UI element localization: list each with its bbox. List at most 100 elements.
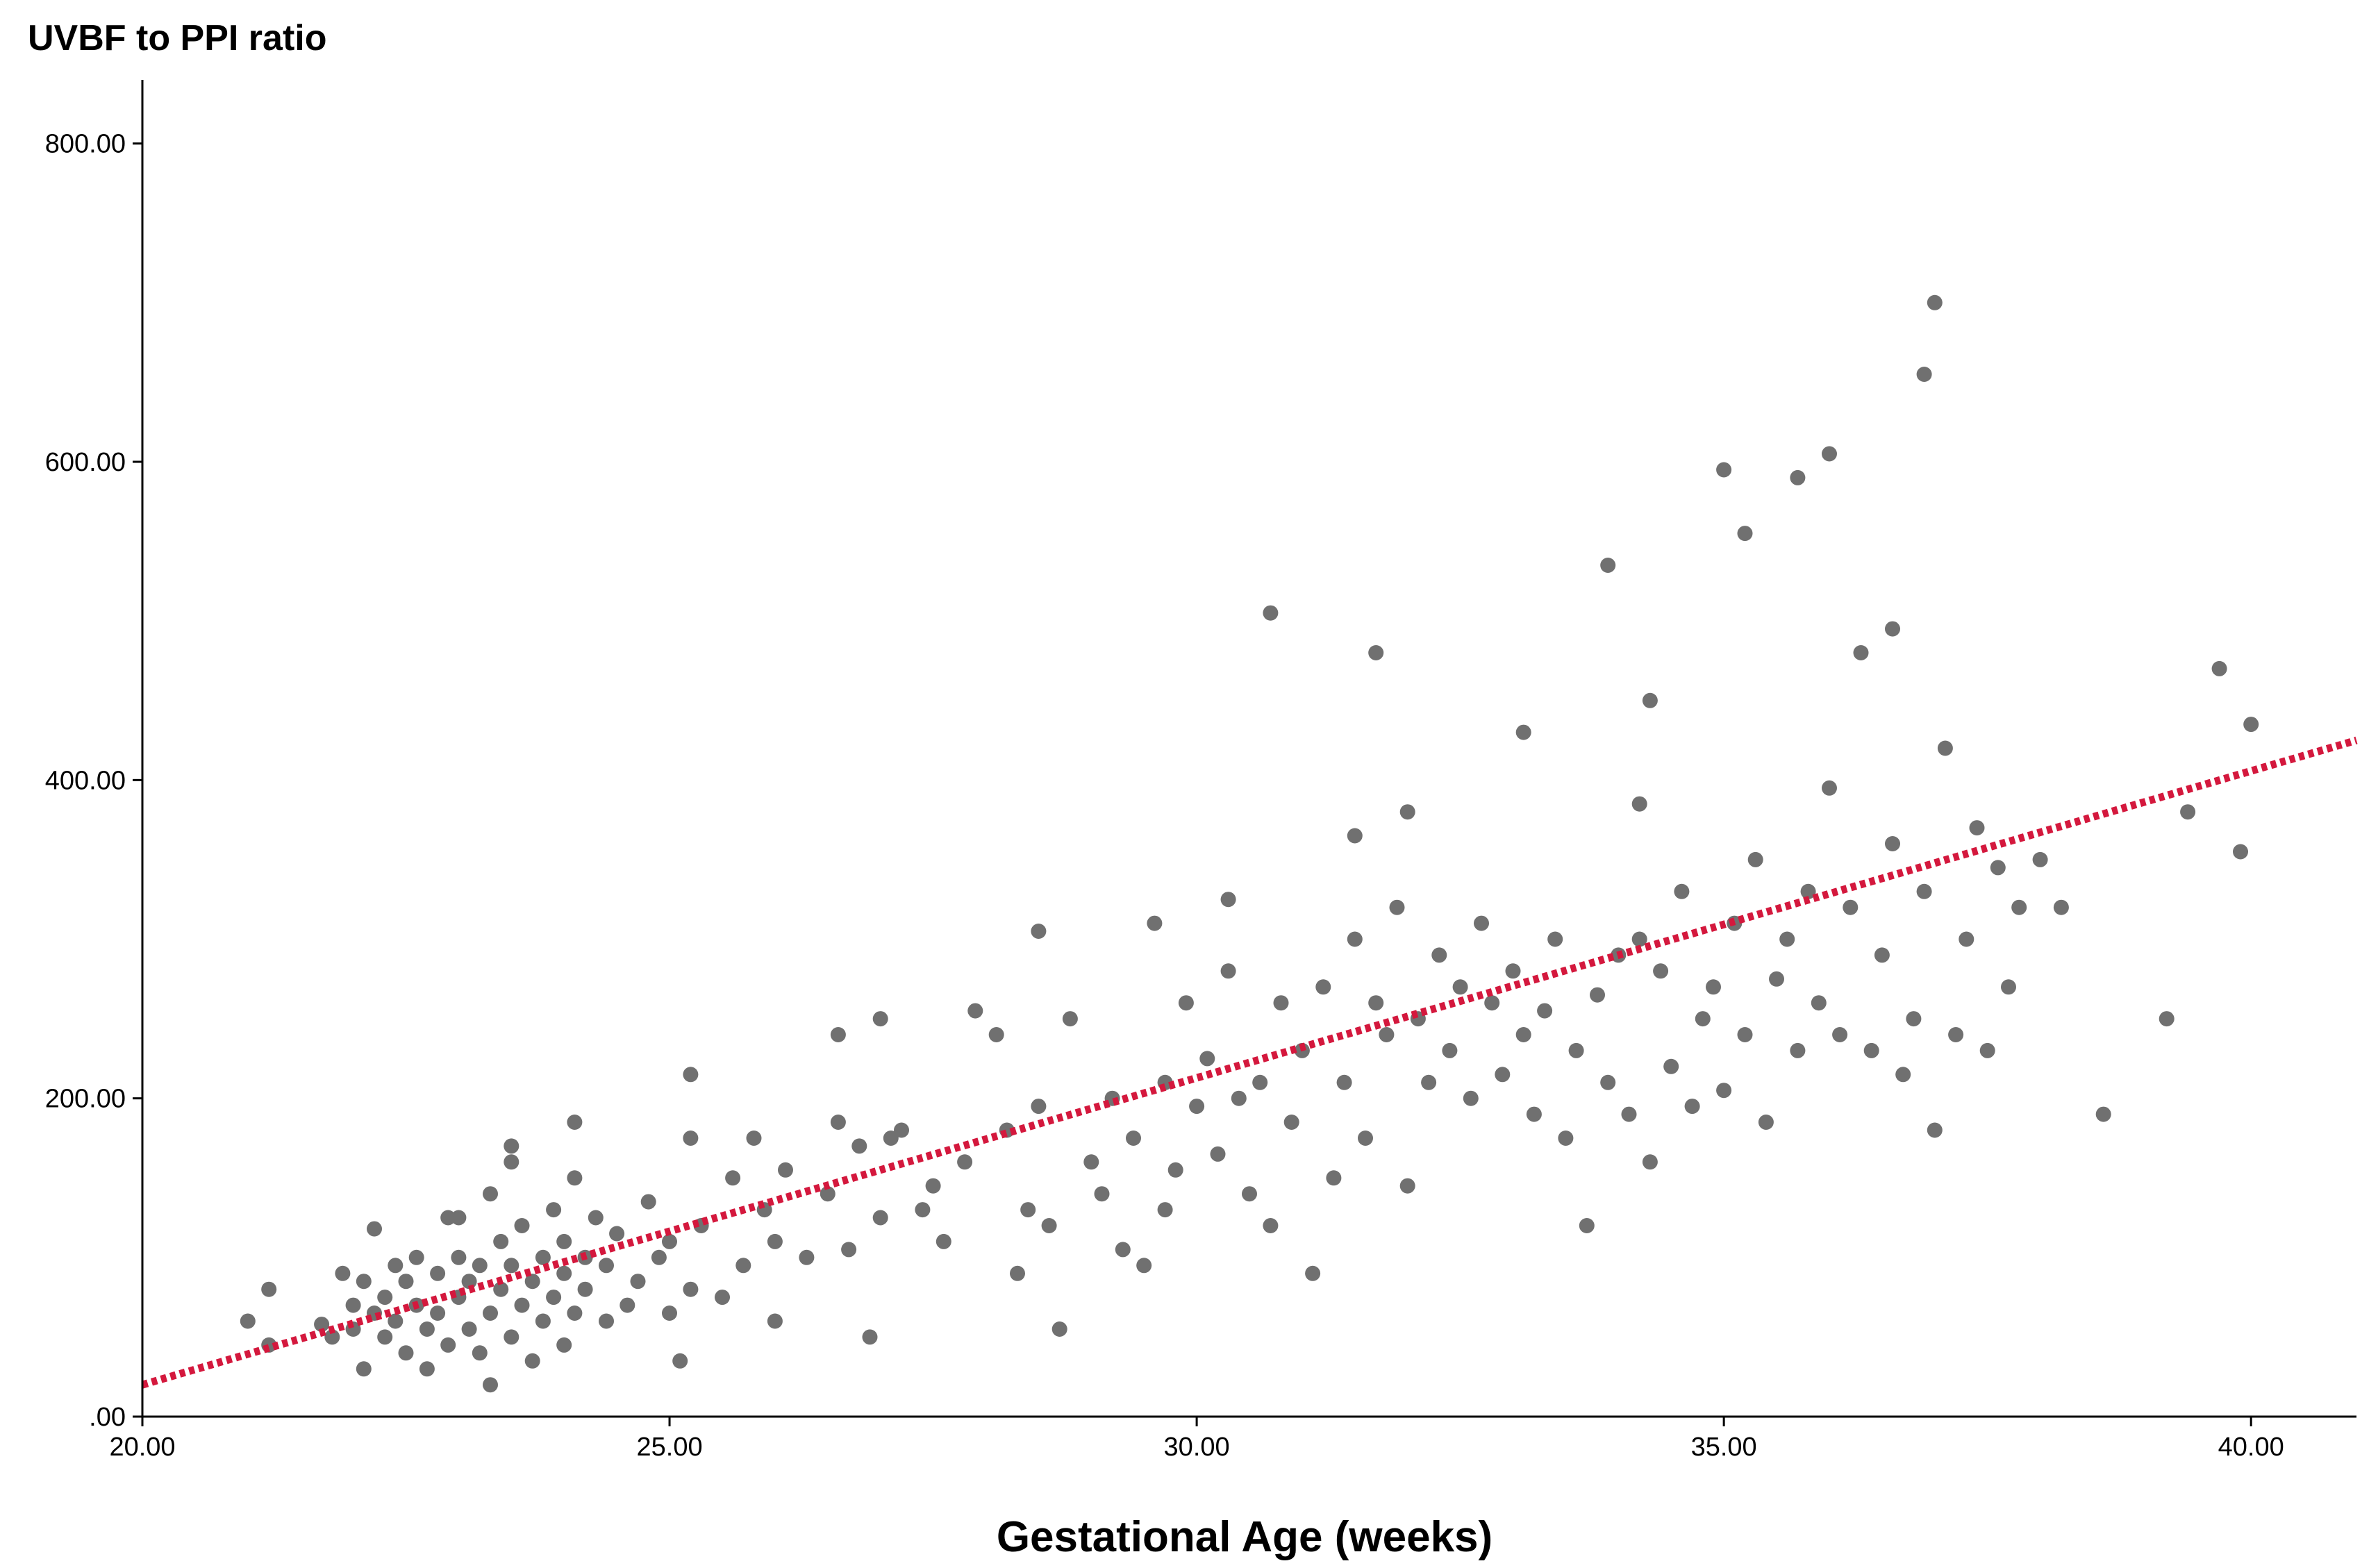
data-point: [640, 1194, 656, 1210]
data-point: [2233, 844, 2248, 860]
data-point: [1706, 979, 1721, 995]
data-point: [1220, 892, 1236, 908]
data-point: [483, 1377, 498, 1393]
data-point: [324, 1329, 340, 1345]
data-point: [1273, 995, 1289, 1011]
data-point: [725, 1170, 741, 1186]
data-point: [1368, 995, 1384, 1011]
data-point: [1790, 1042, 1806, 1058]
data-point: [799, 1249, 815, 1265]
data-point: [1937, 740, 1953, 756]
data-point: [883, 1131, 899, 1146]
data-point: [398, 1345, 414, 1361]
data-point: [451, 1249, 467, 1265]
data-point: [1863, 1042, 1879, 1058]
data-point: [1895, 1067, 1911, 1083]
data-point: [1579, 1218, 1595, 1233]
data-point: [1822, 446, 1837, 462]
data-point: [683, 1281, 699, 1297]
data-point: [1336, 1074, 1352, 1090]
data-point: [1737, 1027, 1753, 1042]
data-point: [957, 1154, 973, 1170]
x-tick-label: 25.00: [637, 1433, 703, 1462]
data-point: [1041, 1218, 1057, 1233]
data-point: [1263, 1218, 1279, 1233]
data-point: [1547, 931, 1563, 947]
data-point: [1716, 462, 1732, 478]
data-point: [936, 1233, 951, 1249]
data-point: [1283, 1115, 1299, 1130]
data-point: [1031, 1099, 1047, 1115]
data-point: [451, 1210, 467, 1226]
data-point: [514, 1297, 530, 1313]
data-point: [514, 1218, 530, 1233]
x-axis-ticks: 20.00 25.00 30.00 35.00 40.00: [109, 1417, 2284, 1462]
data-point: [1990, 860, 2006, 876]
data-point: [651, 1249, 667, 1265]
data-point: [2053, 899, 2069, 915]
data-point: [567, 1306, 583, 1321]
data-point: [1515, 1027, 1531, 1042]
fit-line: [141, 736, 2358, 1389]
data-point: [1136, 1258, 1152, 1274]
data-point: [430, 1265, 446, 1281]
data-point: [1642, 692, 1658, 708]
x-tick-label: 40.00: [2218, 1433, 2284, 1462]
data-point: [1252, 1074, 1268, 1090]
data-point: [1959, 931, 1974, 947]
data-point: [1779, 931, 1795, 947]
data-point: [356, 1274, 372, 1290]
data-point: [599, 1313, 614, 1329]
data-point: [1695, 1011, 1711, 1027]
data-point: [408, 1249, 424, 1265]
data-point: [1126, 1131, 1141, 1146]
data-point: [345, 1297, 361, 1313]
data-point: [767, 1233, 783, 1249]
data-point: [1600, 1074, 1616, 1090]
data-point: [1031, 924, 1047, 939]
data-point: [599, 1258, 614, 1274]
data-point: [535, 1249, 551, 1265]
data-point: [577, 1281, 593, 1297]
data-point: [1737, 526, 1753, 542]
data-point: [1305, 1265, 1321, 1281]
data-point: [1663, 1058, 1679, 1074]
data-point: [1178, 995, 1194, 1011]
data-point: [841, 1242, 857, 1258]
y-axis-label: UVBF to PPI ratio: [28, 18, 326, 58]
data-point: [1358, 1131, 1373, 1146]
data-point: [493, 1233, 509, 1249]
data-point: [872, 1210, 888, 1226]
data-point: [504, 1138, 519, 1154]
data-point: [1916, 883, 1932, 899]
x-tick-label: 35.00: [1691, 1433, 1757, 1462]
data-point: [1189, 1099, 1205, 1115]
data-point: [556, 1337, 572, 1353]
data-point: [925, 1178, 941, 1194]
data-point: [1631, 796, 1647, 812]
data-point: [746, 1131, 762, 1146]
data-point: [377, 1290, 393, 1306]
data-point: [1927, 1122, 1943, 1138]
data-point: [461, 1321, 477, 1337]
data-point: [1537, 1003, 1553, 1019]
data-point: [1716, 1083, 1732, 1099]
data-point: [830, 1115, 846, 1130]
data-point: [2095, 1106, 2111, 1122]
y-tick-label: 600.00: [45, 448, 126, 477]
data-point: [483, 1306, 498, 1321]
data-point: [1147, 915, 1163, 931]
data-point: [1979, 1042, 1995, 1058]
data-point: [493, 1281, 509, 1297]
data-point: [851, 1138, 867, 1154]
data-point: [1906, 1011, 1922, 1027]
data-point: [683, 1067, 699, 1083]
data-point: [1790, 469, 1806, 485]
data-point: [504, 1154, 519, 1170]
y-tick-label: 200.00: [45, 1085, 126, 1114]
data-point: [1495, 1067, 1511, 1083]
data-point: [1347, 931, 1363, 947]
data-point: [988, 1027, 1004, 1042]
data-point: [1769, 971, 1784, 987]
